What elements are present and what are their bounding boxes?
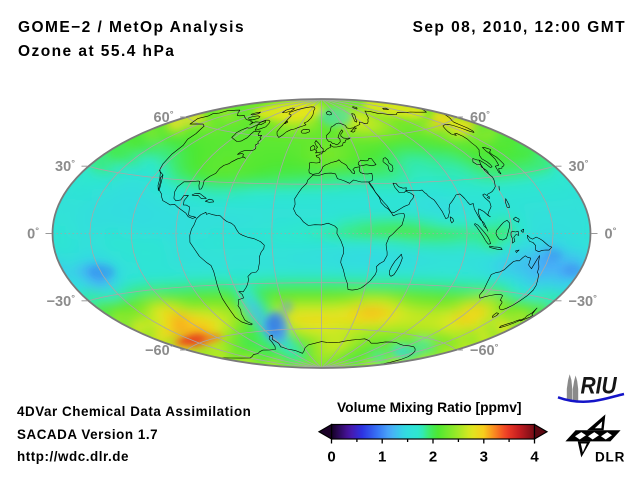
svg-text:−60°: −60° — [470, 342, 499, 359]
svg-text:0: 0 — [327, 448, 335, 465]
svg-text:−30°: −30° — [47, 293, 76, 310]
svg-text:0°: 0° — [605, 226, 617, 243]
svg-text:30°: 30° — [55, 158, 75, 175]
svg-text:−30°: −30° — [569, 293, 598, 310]
svg-text:RIU: RIU — [581, 372, 618, 398]
svg-text:0°: 0° — [27, 226, 39, 243]
svg-text:3: 3 — [480, 448, 488, 465]
svg-text:DLR: DLR — [595, 450, 625, 465]
svg-text:30°: 30° — [569, 158, 589, 175]
svg-text:2: 2 — [429, 448, 437, 465]
svg-text:1: 1 — [378, 448, 386, 465]
svg-text:60°: 60° — [154, 109, 174, 126]
svg-text:60°: 60° — [470, 109, 490, 126]
svg-text:−60°: −60° — [145, 342, 174, 359]
svg-text:4: 4 — [530, 448, 539, 465]
